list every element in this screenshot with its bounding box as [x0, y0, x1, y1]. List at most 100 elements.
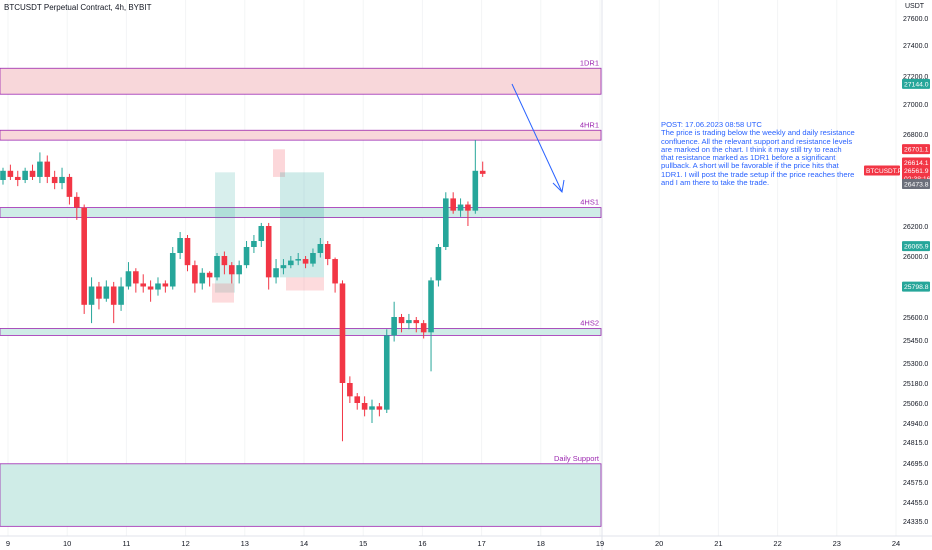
candle-body	[339, 283, 346, 383]
candle-body	[29, 170, 36, 177]
price-label-text: 26614.1	[904, 160, 929, 167]
candle	[317, 238, 324, 258]
price-label-text: 26473.8	[904, 182, 929, 189]
symbol-tag-text: BTCUSDT.P	[866, 168, 902, 175]
note-line: are marked on the chart. I think it may …	[661, 144, 842, 154]
candle-body	[295, 259, 301, 261]
candle-body	[0, 170, 6, 180]
candle	[369, 399, 375, 423]
candle	[221, 251, 228, 275]
y-tick-label: 24335.0	[903, 519, 928, 526]
x-tick-label: 22	[773, 539, 781, 548]
candle	[457, 198, 464, 217]
candle-body	[118, 286, 124, 305]
zones	[0, 67, 602, 527]
y-tick-label: 25300.0	[903, 361, 928, 368]
candle-body	[398, 317, 405, 324]
candle-body	[457, 204, 464, 211]
candle-body	[391, 317, 397, 336]
candle-body	[317, 244, 324, 253]
candle	[7, 164, 14, 180]
candle-body	[74, 196, 80, 208]
candle-body	[51, 176, 58, 184]
candle	[406, 313, 412, 330]
y-tick-label: 27000.0	[903, 102, 928, 109]
candle	[251, 235, 257, 253]
candle-body	[258, 226, 265, 241]
candle-body	[162, 283, 169, 287]
zone-labels: 1DR1 4HR1 4HS1 4HS2 Daily Support	[554, 58, 600, 463]
candle	[479, 161, 486, 177]
candle	[428, 277, 434, 372]
candle	[147, 280, 154, 302]
y-tick-label: 24575.0	[903, 480, 928, 487]
note-line: 1DR1. I will post the trade setup if the…	[661, 169, 855, 179]
y-tick-label: 24455.0	[903, 500, 928, 507]
candle-body	[324, 244, 331, 260]
candle	[398, 313, 405, 333]
chart-title: BTCUSDT Perpetual Contract, 4h, BYBIT	[4, 3, 152, 12]
zone-4hr1	[0, 129, 602, 141]
candle	[81, 204, 87, 314]
zone-1dr1	[0, 67, 602, 95]
candle-body	[110, 286, 117, 305]
candle-body	[22, 170, 28, 180]
candle	[243, 241, 250, 269]
y-tick-label: 25060.0	[903, 401, 928, 408]
candle-body	[7, 170, 14, 177]
candle	[140, 274, 147, 293]
zone-4hs1	[0, 207, 602, 218]
candle	[162, 280, 169, 293]
candle	[177, 232, 183, 260]
candle-body	[221, 256, 228, 266]
candle-body	[103, 286, 110, 299]
candle	[169, 247, 176, 290]
candle	[347, 376, 353, 403]
arrow-head	[552, 179, 565, 194]
candle-body	[465, 204, 471, 211]
pattern-box	[280, 172, 324, 278]
candle-body	[140, 283, 147, 287]
candle-body	[428, 280, 434, 333]
candle	[184, 235, 191, 272]
price-label: 26473.8	[902, 179, 930, 190]
candle-body	[155, 283, 161, 290]
candle-body	[169, 253, 176, 287]
candle	[435, 244, 442, 287]
candle-body	[44, 161, 51, 177]
price-label-bg	[902, 78, 930, 89]
candle	[391, 301, 397, 342]
analysis-note: POST: 17.06.2023 08:58 UTC The price is t…	[661, 120, 861, 187]
candle	[192, 260, 198, 293]
time-axis: 9 10 11 12 13 14 15 16 17 18 19 20 21 22 23 24	[0, 535, 932, 548]
x-tick-label: 18	[537, 539, 545, 548]
pattern-box	[273, 149, 285, 177]
pattern-box	[215, 172, 235, 293]
y-tick-label: 25180.0	[903, 381, 928, 388]
candle-body	[14, 176, 21, 180]
candle	[199, 268, 206, 290]
candle	[258, 222, 265, 247]
currency-label: USDT	[905, 3, 925, 10]
candle-body	[347, 383, 353, 397]
price-label-bg	[902, 241, 930, 252]
candle-body	[310, 253, 316, 264]
x-tick-label: 24	[892, 539, 900, 548]
candle-body	[206, 272, 213, 278]
candle-body	[192, 265, 198, 284]
y-tick-label: 26200.0	[903, 224, 928, 231]
candle	[354, 393, 361, 410]
x-tick-label: 16	[418, 539, 426, 548]
candle-body	[37, 161, 43, 177]
candle-body	[413, 320, 420, 324]
price-label-text: 26561.9	[904, 168, 929, 175]
candle	[110, 281, 117, 324]
candle	[37, 152, 43, 184]
candle	[59, 167, 65, 190]
arrow-shaft	[511, 83, 563, 193]
candle-body	[361, 403, 368, 410]
note-line: pullback. A short will be favorable if t…	[661, 161, 839, 171]
y-tick-label: 24695.0	[903, 461, 928, 468]
x-tick-label: 23	[833, 539, 841, 548]
